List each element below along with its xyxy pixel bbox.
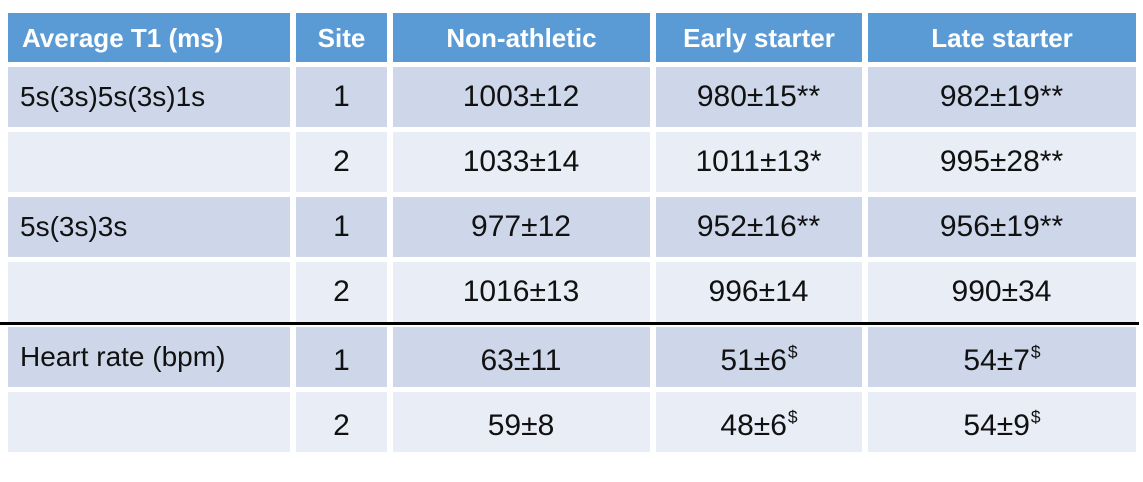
table-cell: 54±7 $ [868,327,1136,387]
header-label: Average T1 (ms) [22,22,224,53]
table-cell: 1 [296,197,387,257]
table-cell: 952±16** [656,197,862,257]
table-cell: 2 [296,392,387,452]
header-label: Late starter [931,22,1073,53]
header-cell-non-athletic: Non-athletic [393,13,650,62]
table-cell [8,262,290,322]
section-divider [0,322,1139,325]
table-cell: 996±14 [656,262,862,322]
table-cell: 63±11 [393,327,650,387]
table-cell: 990±34 [868,262,1136,322]
table-cell: 5s(3s)5s(3s)1s [8,67,290,127]
table-cell: 48±6 $ [656,392,862,452]
table-cell: 59±8 [393,392,650,452]
table-cell [8,132,290,192]
table-cell [8,392,290,452]
table-cell: Heart rate (bpm) [8,327,290,387]
table-cell: 5s(3s)3s [8,197,290,257]
header-label: Site [317,22,366,53]
table-cell: 2 [296,132,387,192]
table-cell: 982±19** [868,67,1136,127]
table-cell: 1011±13* [656,132,862,192]
header-label: Non-athletic [446,22,597,53]
results-table: Average T1 (ms) Site Non-athletic Early … [0,13,1139,452]
table-cell: 977±12 [393,197,650,257]
table-cell: 1003±12 [393,67,650,127]
table-cell: 995±28** [868,132,1136,192]
header-label: Early starter [683,22,835,53]
table-cell: 1033±14 [393,132,650,192]
table-cell: 54±9 $ [868,392,1136,452]
header-cell-late-starter: Late starter [868,13,1136,62]
table-cell: 956±19** [868,197,1136,257]
header-cell-site: Site [296,13,387,62]
table-cell: 1 [296,327,387,387]
header-cell-early-starter: Early starter [656,13,862,62]
table-cell: 1016±13 [393,262,650,322]
table-cell: 980±15** [656,67,862,127]
table-cell: 51±6 $ [656,327,862,387]
table-cell: 2 [296,262,387,322]
table-cell: 1 [296,67,387,127]
header-cell-average-t1: Average T1 (ms) [8,13,290,62]
